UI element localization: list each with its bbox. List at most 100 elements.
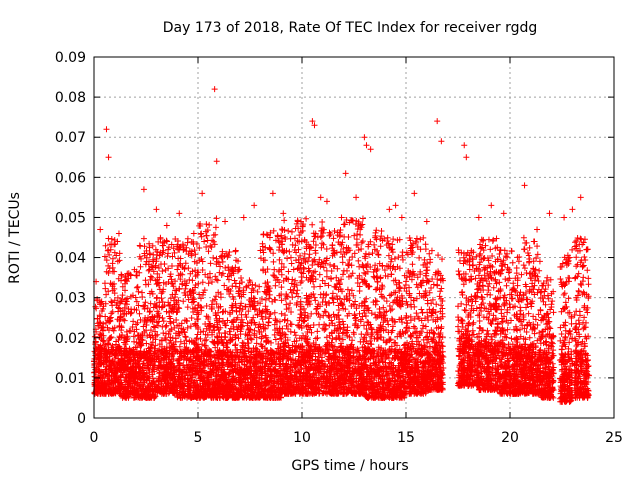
data-point (134, 283, 141, 290)
data-point (284, 317, 291, 324)
data-point (130, 318, 137, 325)
data-point (140, 235, 147, 242)
data-point (111, 249, 118, 256)
data-point (283, 301, 290, 308)
data-point (232, 248, 239, 255)
data-point (311, 233, 318, 240)
data-point (359, 215, 366, 222)
data-point (262, 296, 269, 303)
data-point (108, 235, 115, 242)
data-point (91, 333, 98, 340)
data-point (206, 221, 213, 228)
data-point (207, 242, 214, 249)
data-point (329, 242, 336, 249)
data-point (159, 268, 166, 275)
data-point (136, 310, 143, 317)
data-point (287, 328, 294, 335)
data-point (95, 322, 102, 329)
data-point (219, 270, 226, 277)
data-point (287, 300, 294, 307)
data-point (108, 299, 115, 306)
data-point (319, 218, 326, 225)
data-point (109, 308, 116, 315)
data-point (321, 308, 328, 315)
data-point (311, 283, 318, 290)
data-point (330, 235, 337, 242)
data-point (210, 254, 217, 261)
data-point (102, 313, 109, 320)
data-point (203, 221, 210, 228)
data-point (327, 261, 334, 268)
data-point (297, 311, 304, 318)
data-point (232, 341, 239, 348)
data-point (351, 232, 358, 239)
data-point (99, 375, 106, 382)
data-point (137, 263, 144, 270)
data-point (262, 303, 269, 310)
data-point (103, 257, 110, 264)
data-point (118, 272, 125, 279)
data-point (139, 293, 146, 300)
data-point (197, 231, 204, 238)
data-point (221, 329, 228, 336)
data-point (253, 340, 260, 347)
data-point (103, 268, 110, 275)
data-point (199, 279, 206, 286)
data-point (95, 344, 102, 351)
data-point (212, 231, 219, 238)
data-point (294, 287, 301, 294)
data-point (162, 323, 169, 330)
data-point (260, 231, 267, 238)
data-point (212, 224, 219, 231)
data-point (291, 329, 298, 336)
data-point (102, 300, 109, 307)
data-point (184, 304, 191, 311)
data-point (97, 331, 104, 338)
data-point (207, 260, 214, 267)
data-point (195, 280, 202, 287)
data-point (103, 291, 110, 298)
data-point (159, 315, 166, 322)
data-point (314, 334, 321, 341)
data-point (361, 269, 368, 276)
data-point (105, 235, 112, 242)
data-point (205, 280, 212, 287)
data-point (309, 221, 316, 228)
data-point (208, 244, 215, 251)
data-point (355, 257, 362, 264)
data-point (287, 254, 294, 261)
data-point (101, 253, 108, 260)
data-point (182, 334, 189, 341)
data-point (114, 258, 121, 265)
data-point (319, 240, 326, 247)
data-point (335, 306, 342, 313)
data-point (96, 312, 103, 319)
data-point (150, 323, 157, 330)
data-point (94, 359, 101, 366)
data-point (354, 231, 361, 238)
data-point (219, 309, 226, 316)
data-point (271, 309, 278, 316)
data-point (288, 260, 295, 267)
data-point (303, 215, 310, 222)
data-point (105, 288, 112, 295)
data-point (251, 327, 258, 334)
data-point (312, 297, 319, 304)
data-point (99, 337, 106, 344)
data-point (97, 299, 104, 306)
data-point (213, 215, 220, 222)
data-point (281, 217, 288, 224)
data-point (339, 259, 346, 266)
data-point (106, 318, 113, 325)
data-point (287, 286, 294, 293)
data-point (256, 283, 263, 290)
data-point (99, 305, 106, 312)
data-point (98, 300, 105, 307)
data-point (100, 338, 107, 345)
data-point (219, 258, 226, 265)
data-point (94, 377, 101, 384)
data-point (357, 231, 364, 238)
data-point (317, 283, 324, 290)
data-point (96, 354, 103, 361)
